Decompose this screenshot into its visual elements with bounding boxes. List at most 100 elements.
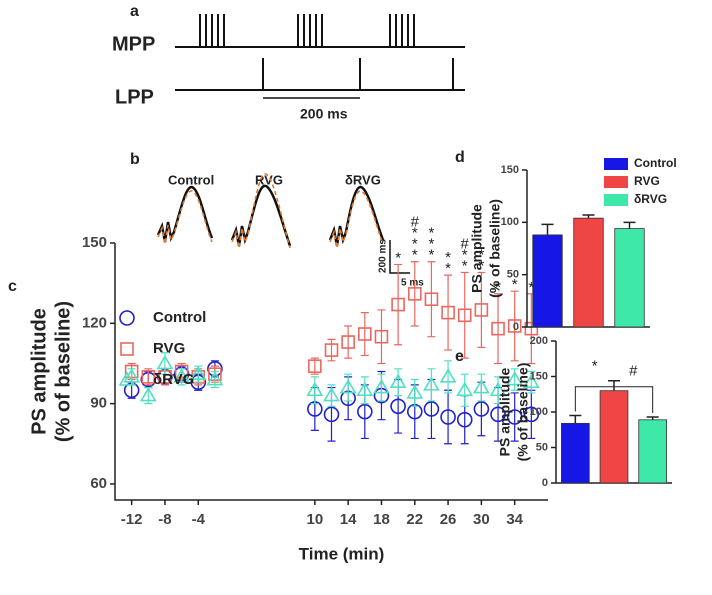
trace-control bbox=[156, 185, 214, 243]
error-bar bbox=[494, 376, 503, 405]
axis bbox=[114, 243, 548, 501]
error-bar bbox=[427, 368, 436, 402]
marker bbox=[339, 378, 357, 394]
significance-mark: * bbox=[495, 279, 501, 296]
y-tick-label: 100 bbox=[501, 216, 519, 228]
significance-mark: * bbox=[512, 276, 518, 293]
lpp-train bbox=[175, 58, 465, 91]
stimulation-diagram: MPP LPP 200 ms bbox=[112, 14, 465, 122]
marker bbox=[473, 401, 490, 417]
marker bbox=[506, 370, 524, 386]
marker bbox=[490, 406, 506, 423]
bracket bbox=[574, 386, 654, 413]
x-tick-label: 26 bbox=[440, 511, 457, 528]
significance-mark: # bbox=[629, 363, 638, 380]
significance-mark: * bbox=[412, 236, 418, 253]
y-tick-label: 50 bbox=[507, 269, 519, 281]
significance-mark: * bbox=[592, 358, 598, 375]
y-tick-label: 90 bbox=[90, 395, 107, 412]
bar bbox=[573, 217, 604, 328]
marker bbox=[391, 297, 405, 312]
significance-mark: # bbox=[461, 235, 470, 252]
error-bar bbox=[460, 373, 469, 407]
error-bar bbox=[344, 373, 353, 402]
bar bbox=[614, 228, 645, 328]
x-tick-label: 34 bbox=[506, 511, 523, 528]
error-bar bbox=[646, 416, 659, 420]
marker bbox=[141, 370, 156, 384]
legend-label: RVG bbox=[634, 174, 660, 188]
error-bar bbox=[344, 325, 353, 359]
marker bbox=[189, 365, 207, 380]
scale-label: 200 ms bbox=[378, 239, 389, 273]
error-bar bbox=[477, 373, 486, 402]
significance-mark: * bbox=[395, 249, 401, 266]
marker bbox=[440, 409, 456, 425]
y-tick-label: 150 bbox=[530, 370, 548, 382]
legend-label: RVG bbox=[153, 340, 185, 357]
marker bbox=[423, 401, 440, 417]
bar bbox=[561, 422, 590, 484]
error-bar bbox=[394, 263, 403, 346]
legend-label: δRVG bbox=[634, 192, 667, 206]
y-axis-label: PS amplitude bbox=[28, 308, 50, 435]
significance-mark: * bbox=[445, 260, 451, 277]
significance-mark: * bbox=[478, 257, 484, 274]
x-tick-label: -12 bbox=[121, 511, 143, 528]
legend-swatch bbox=[604, 194, 628, 206]
x-tick-label: 22 bbox=[406, 511, 423, 528]
error-bar bbox=[444, 274, 453, 351]
y-tick-label: 0 bbox=[542, 477, 548, 489]
y-tick-label: 60 bbox=[90, 475, 107, 492]
error-bar bbox=[494, 293, 503, 365]
error-bar bbox=[327, 338, 336, 362]
marker bbox=[423, 376, 440, 391]
y-tick-label: 150 bbox=[501, 164, 519, 176]
legend-marker bbox=[118, 371, 136, 386]
error-bar bbox=[410, 261, 419, 327]
error-bar bbox=[623, 221, 636, 229]
marker bbox=[439, 368, 457, 383]
y-tick-label: 50 bbox=[536, 441, 548, 453]
row-label: MPP bbox=[112, 33, 155, 55]
marker bbox=[341, 335, 355, 349]
legend-swatch bbox=[604, 176, 628, 188]
marker bbox=[489, 381, 507, 397]
marker bbox=[506, 409, 523, 425]
y-tick-label: 200 bbox=[530, 335, 548, 347]
y-tick-label: 0 bbox=[513, 321, 519, 333]
panel-label: a bbox=[130, 3, 139, 20]
error-bar bbox=[460, 271, 469, 359]
error-bar bbox=[608, 380, 620, 391]
significance-mark: * bbox=[445, 249, 451, 266]
error-bar bbox=[310, 376, 319, 405]
significance-mark: * bbox=[429, 225, 435, 242]
significance-mark: * bbox=[429, 236, 435, 253]
trace-label: δRVG bbox=[345, 172, 381, 187]
marker bbox=[424, 292, 439, 307]
significance-mark: # bbox=[411, 214, 420, 231]
marker bbox=[206, 370, 224, 386]
trace-control-dashed bbox=[157, 190, 213, 245]
marker bbox=[441, 305, 455, 320]
marker bbox=[456, 381, 474, 397]
trace-rvg-dashed bbox=[231, 173, 291, 249]
error-bar bbox=[427, 261, 436, 338]
error-bar bbox=[394, 368, 403, 397]
traces: Control RVG δRVG 200 ms 5 ms bbox=[156, 172, 424, 289]
marker bbox=[407, 287, 422, 301]
y-axis-label: (% of baseline) bbox=[515, 363, 531, 462]
trace-drvg-dashed bbox=[329, 190, 384, 249]
significance-mark: * bbox=[478, 246, 484, 263]
marker bbox=[356, 381, 374, 397]
marker bbox=[173, 368, 191, 383]
mpp-train bbox=[175, 14, 465, 48]
marker bbox=[139, 387, 157, 402]
significance-mark: * bbox=[462, 257, 468, 274]
row-label: LPP bbox=[115, 86, 154, 108]
bar bbox=[532, 234, 563, 328]
y-axis-label: (% of baseline) bbox=[487, 199, 503, 298]
marker bbox=[524, 321, 539, 336]
error-bar bbox=[444, 360, 453, 394]
